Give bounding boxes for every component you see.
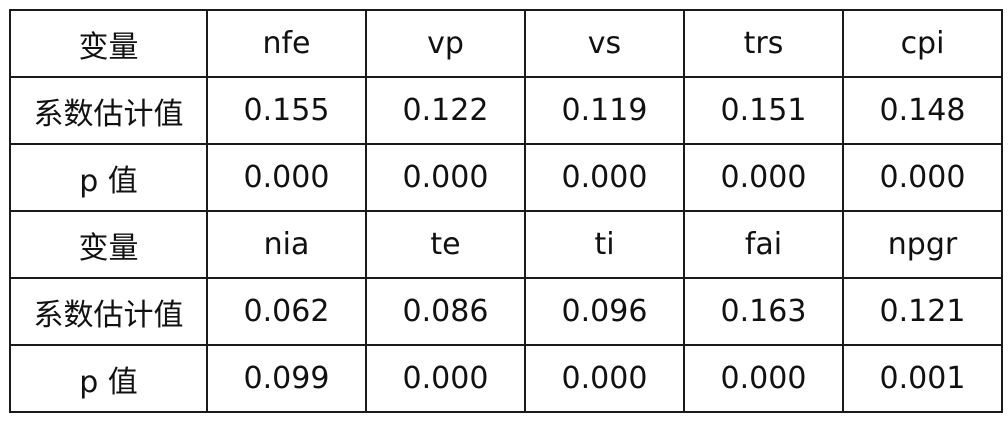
table-cell: fai <box>683 210 844 279</box>
table-cell: 0.155 <box>206 76 367 145</box>
row-header: p 值 <box>9 344 208 413</box>
table-cell: 0.001 <box>842 344 1003 413</box>
table-cell: 0.119 <box>524 76 685 145</box>
row-header: 系数估计值 <box>9 277 208 346</box>
table-row: 变量 nia te ti fai npgr <box>9 210 1003 279</box>
table-cell: vs <box>524 9 685 78</box>
table-row: 系数估计值 0.155 0.122 0.119 0.151 0.148 <box>9 76 1003 145</box>
table-cell: vp <box>365 9 526 78</box>
table-cell: 0.000 <box>206 143 367 212</box>
table-cell: 0.000 <box>683 344 844 413</box>
table-cell: 0.000 <box>524 143 685 212</box>
table-cell: 0.122 <box>365 76 526 145</box>
table-row: 变量 nfe vp vs trs cpi <box>9 9 1003 78</box>
table-cell: 0.151 <box>683 76 844 145</box>
table-cell: cpi <box>842 9 1003 78</box>
table-row: p 值 0.000 0.000 0.000 0.000 0.000 <box>9 143 1003 212</box>
table-row: p 值 0.099 0.000 0.000 0.000 0.001 <box>9 344 1003 413</box>
table-cell: 0.000 <box>683 143 844 212</box>
table-cell: 0.099 <box>206 344 367 413</box>
table-cell: 0.096 <box>524 277 685 346</box>
coefficient-table: 变量 nfe vp vs trs cpi 系数估计值 0.155 0.122 0.119 0.151… <box>9 9 1003 413</box>
row-header: 变量 <box>9 9 208 78</box>
table-cell: 0.163 <box>683 277 844 346</box>
table-cell: npgr <box>842 210 1003 279</box>
table-cell: 0.121 <box>842 277 1003 346</box>
table-cell: 0.000 <box>365 344 526 413</box>
table-body: 变量 nfe vp vs trs cpi 系数估计值 0.155 0.122 0.119 0.151… <box>9 9 1003 413</box>
row-header: 变量 <box>9 210 208 279</box>
table-cell: nia <box>206 210 367 279</box>
table-cell: trs <box>683 9 844 78</box>
row-header: 系数估计值 <box>9 76 208 145</box>
table-cell: 0.000 <box>842 143 1003 212</box>
table-cell: ti <box>524 210 685 279</box>
table-cell: te <box>365 210 526 279</box>
table-cell: 0.062 <box>206 277 367 346</box>
table-cell: 0.148 <box>842 76 1003 145</box>
table-cell: 0.086 <box>365 277 526 346</box>
row-header: p 值 <box>9 143 208 212</box>
table-cell: 0.000 <box>365 143 526 212</box>
table-row: 系数估计值 0.062 0.086 0.096 0.163 0.121 <box>9 277 1003 346</box>
table-cell: 0.000 <box>524 344 685 413</box>
table-cell: nfe <box>206 9 367 78</box>
